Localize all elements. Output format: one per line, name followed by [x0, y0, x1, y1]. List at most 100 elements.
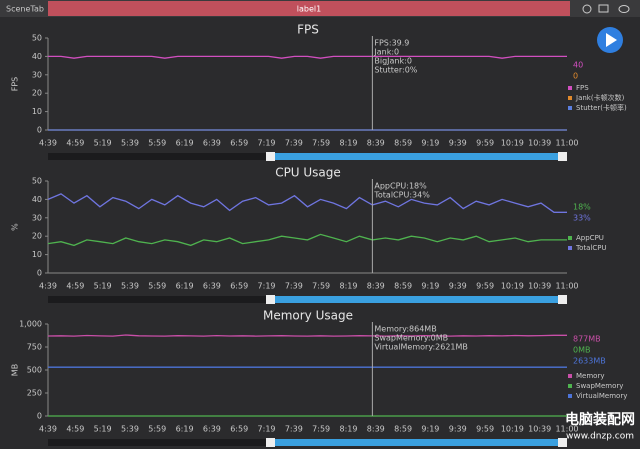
play-icon: [606, 33, 617, 47]
y-axis-label: MB: [11, 364, 20, 376]
current-value: 0: [573, 72, 578, 81]
x-tick-label: 8:19: [339, 139, 357, 148]
legend-swatch: [568, 86, 572, 90]
x-tick-label: 7:59: [312, 282, 330, 291]
x-tick-label: 10:39: [528, 139, 551, 148]
slider-handle[interactable]: [266, 438, 275, 447]
slider-range: [275, 153, 565, 160]
series-line: [48, 55, 567, 59]
series-line: [47, 334, 567, 337]
y-tick-label: 500: [27, 366, 42, 375]
x-tick-label: 4:39: [39, 425, 57, 434]
x-tick-label: 5:39: [121, 425, 139, 434]
legend-label: VirtualMemory: [576, 392, 627, 400]
x-tick-label: 5:19: [94, 139, 112, 148]
x-tick-label: 6:59: [230, 282, 248, 291]
y-tick-label: 0: [37, 412, 42, 421]
tooltip-text: VirtualMemory:2621MB: [374, 343, 468, 352]
x-tick-label: 10:39: [528, 282, 551, 291]
legend-label: FPS: [576, 84, 589, 92]
x-tick-label: 5:39: [121, 139, 139, 148]
slider-range: [275, 296, 565, 303]
tooltip-text: BigJank:0: [374, 57, 412, 66]
legend-swatch: [568, 394, 572, 398]
legend-label: SwapMemory: [576, 382, 623, 390]
tooltip-text: TotalCPU:34%: [373, 191, 430, 200]
x-tick-label: 9:19: [421, 282, 439, 291]
legend-label: AppCPU: [576, 234, 604, 242]
chart-title: CPU Usage: [275, 166, 341, 180]
current-value: 18%: [573, 203, 591, 212]
slider-handle[interactable]: [558, 295, 567, 304]
tab[interactable]: [48, 1, 570, 16]
y-tick-label: 0: [37, 126, 42, 135]
legend-swatch: [568, 96, 572, 100]
tooltip-text: Jank:0: [373, 48, 399, 57]
y-tick-label: 30: [32, 213, 42, 222]
x-tick-label: 6:39: [203, 139, 221, 148]
x-tick-label: 9:59: [476, 425, 494, 434]
y-tick-label: 40: [32, 52, 42, 61]
y-tick-label: 20: [32, 89, 42, 98]
slider-range: [275, 439, 565, 446]
y-tick-label: 250: [27, 389, 42, 398]
legend-label: TotalCPU: [575, 244, 607, 252]
x-tick-label: 5:19: [94, 282, 112, 291]
x-tick-label: 9:59: [476, 282, 494, 291]
tooltip-text: SwapMemory:0MB: [374, 334, 448, 343]
current-value: 40: [573, 61, 583, 70]
scene-tab[interactable]: SceneTab: [6, 5, 44, 14]
x-tick-label: 8:39: [367, 282, 385, 291]
legend-label: Stutter(卡顿率): [576, 103, 627, 112]
tab-label[interactable]: label1: [297, 5, 321, 14]
x-tick-label: 8:59: [394, 139, 412, 148]
x-tick-label: 4:59: [66, 139, 84, 148]
x-tick-label: 9:39: [449, 425, 467, 434]
y-axis-label: %: [11, 223, 20, 231]
folder-icon[interactable]: [598, 4, 609, 13]
x-tick-label: 6:19: [176, 282, 194, 291]
tooltip-text: FPS:39.9: [374, 39, 409, 48]
tooltip-text: AppCPU:18%: [374, 182, 427, 191]
y-tick-label: 10: [32, 250, 42, 259]
x-tick-label: 5:19: [94, 425, 112, 434]
tooltip-text: Memory:864MB: [374, 325, 436, 334]
x-tick-label: 11:00: [555, 282, 578, 291]
x-tick-label: 7:39: [285, 425, 303, 434]
cloud-icon[interactable]: [618, 5, 630, 13]
y-tick-label: 40: [32, 195, 42, 204]
x-tick-label: 6:19: [176, 425, 194, 434]
x-tick-label: 4:39: [39, 139, 57, 148]
x-tick-label: 6:39: [203, 282, 221, 291]
x-tick-label: 4:59: [66, 425, 84, 434]
x-tick-label: 7:59: [312, 139, 330, 148]
x-tick-label: 9:19: [421, 425, 439, 434]
x-tick-label: 9:39: [449, 139, 467, 148]
watermark: 电脑装配网: [565, 411, 635, 428]
current-value: 0MB: [573, 346, 590, 355]
x-tick-label: 7:19: [258, 425, 276, 434]
tooltip-text: Stutter:0%: [374, 66, 417, 75]
legend-swatch: [568, 106, 572, 110]
x-tick-label: 5:39: [121, 282, 139, 291]
x-tick-label: 8:19: [339, 425, 357, 434]
slider-handle[interactable]: [558, 438, 567, 447]
y-tick-label: 750: [27, 343, 42, 352]
x-tick-label: 10:19: [501, 139, 524, 148]
x-tick-label: 5:59: [148, 425, 166, 434]
y-axis-label: FPS: [11, 77, 20, 92]
x-tick-label: 8:59: [394, 282, 412, 291]
x-tick-label: 7:39: [285, 139, 303, 148]
legend-swatch: [568, 246, 572, 250]
chart-title: Memory Usage: [263, 309, 353, 323]
x-tick-label: 11:00: [555, 425, 578, 434]
y-tick-label: 1,000: [19, 320, 42, 329]
slider-handle[interactable]: [266, 152, 275, 161]
slider-handle[interactable]: [558, 152, 567, 161]
x-tick-label: 7:39: [285, 282, 303, 291]
slider-handle[interactable]: [266, 295, 275, 304]
x-tick-label: 7:59: [312, 425, 330, 434]
x-tick-label: 6:39: [203, 425, 221, 434]
location-icon[interactable]: [582, 4, 592, 14]
legend-label: Memory: [576, 372, 604, 380]
